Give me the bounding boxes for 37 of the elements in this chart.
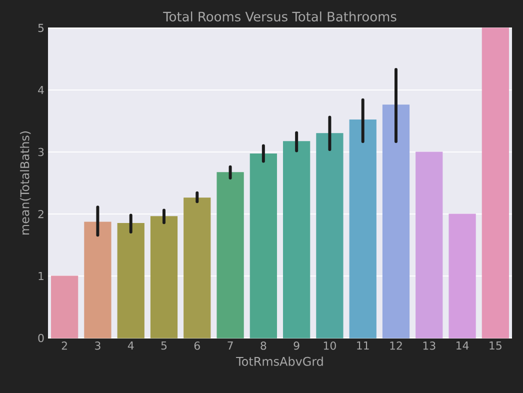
bar: [150, 216, 178, 338]
bar: [482, 28, 509, 338]
x-axis-title: TotRmsAbvGrd: [236, 356, 323, 366]
x-tick-label: 7: [228, 342, 233, 350]
x-tick-label: 12: [390, 342, 402, 350]
bar: [349, 119, 376, 338]
x-tick-label: 14: [456, 342, 469, 350]
x-tick-label: 11: [357, 342, 369, 350]
x-tick-label: 15: [490, 342, 502, 350]
bar: [448, 214, 476, 338]
x-tick-label: 2: [62, 342, 67, 350]
y-tick-label: 5: [38, 24, 44, 32]
y-tick-label: 1: [38, 272, 44, 280]
x-tick-label: 9: [294, 342, 300, 350]
bar: [117, 223, 144, 338]
chart-title: Total Rooms Versus Total Bathrooms: [163, 11, 396, 22]
y-axis-title: mean(TotalBaths): [20, 131, 31, 235]
bar: [184, 198, 211, 338]
x-tick-label: 3: [95, 342, 100, 350]
bar: [250, 154, 277, 338]
bar: [216, 172, 244, 338]
x-tick-label: 10: [324, 342, 336, 350]
bar: [283, 141, 310, 338]
y-tick-label: 3: [38, 148, 44, 156]
bar: [382, 104, 410, 338]
y-tick-label: 2: [38, 210, 44, 218]
x-tick-label: 6: [194, 342, 200, 350]
x-tick-label: 8: [260, 342, 266, 350]
bar: [316, 133, 344, 338]
x-tick-label: 13: [423, 342, 436, 350]
x-tick-label: 5: [161, 342, 167, 350]
x-tick-label: 4: [128, 342, 134, 350]
bar: [416, 152, 443, 338]
bar: [84, 222, 112, 338]
bar: [51, 276, 78, 338]
y-tick-label: 0: [38, 334, 44, 342]
y-tick-label: 4: [38, 86, 44, 94]
